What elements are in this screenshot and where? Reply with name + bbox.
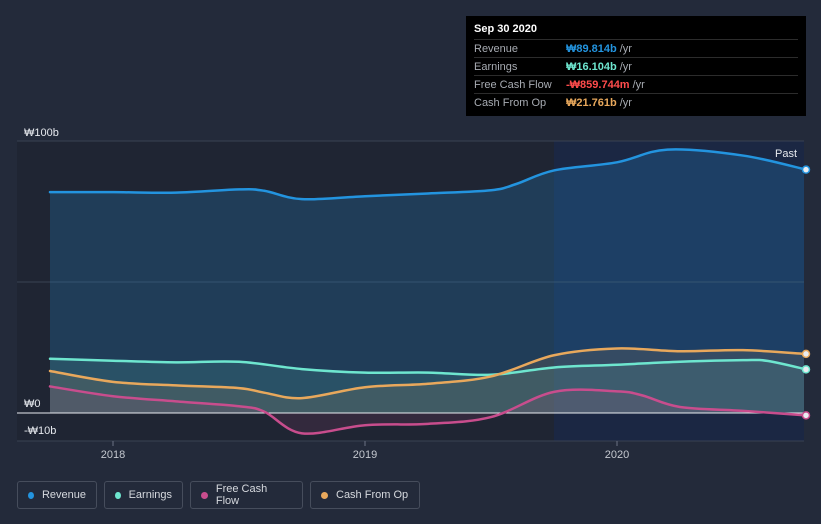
earnings-dot-icon bbox=[115, 491, 121, 499]
cash-from-op-endpoint[interactable] bbox=[801, 349, 811, 359]
revenue-dot-icon bbox=[28, 491, 34, 499]
past-label: Past bbox=[775, 148, 797, 160]
tooltip-label: Free Cash Flow bbox=[474, 78, 552, 91]
x-tick-label: 2020 bbox=[605, 449, 629, 461]
tooltip-row-cash-from-op: Cash From Op ₩21.761b /yr bbox=[474, 93, 798, 111]
legend-label: Revenue bbox=[41, 489, 86, 501]
tooltip-unit: /yr bbox=[619, 42, 632, 55]
legend-cash-from-op[interactable]: Cash From Op bbox=[310, 481, 420, 509]
revenue-area bbox=[50, 149, 804, 413]
earnings-area bbox=[50, 358, 804, 413]
earnings-line[interactable] bbox=[48, 357, 806, 377]
x-tick-label: 2018 bbox=[101, 449, 125, 461]
tooltip-date: Sep 30 2020 bbox=[474, 23, 537, 35]
revenue-line[interactable] bbox=[48, 148, 806, 201]
tooltip-row-revenue: Revenue ₩89.814b /yr bbox=[474, 39, 798, 57]
y-tick-label: ₩100b bbox=[24, 127, 59, 139]
tooltip-panel: Sep 30 2020 Revenue ₩89.814b /yr Earning… bbox=[466, 16, 806, 116]
legend-label: Cash From Op bbox=[336, 489, 409, 501]
cash-from-op-dot-icon bbox=[321, 491, 328, 499]
gridlines bbox=[17, 140, 804, 442]
cash-from-op-line[interactable] bbox=[48, 347, 806, 400]
tooltip-label: Revenue bbox=[474, 42, 519, 55]
legend-free-cash-flow[interactable]: Free Cash Flow bbox=[190, 481, 303, 509]
free-cash-flow-dot-icon bbox=[201, 491, 208, 499]
x-tick-label: 2019 bbox=[353, 449, 377, 461]
free-cash-flow-area bbox=[50, 386, 804, 434]
legend-label: Earnings bbox=[128, 489, 172, 501]
y-tick-label: -₩10b bbox=[24, 425, 56, 437]
free-cash-flow-line[interactable] bbox=[48, 385, 806, 435]
tooltip-value: ₩89.814b bbox=[566, 42, 617, 55]
free-cash-flow-endpoint[interactable] bbox=[801, 411, 811, 420]
tooltip-label: Earnings bbox=[474, 60, 518, 73]
revenue-endpoint[interactable] bbox=[801, 165, 811, 174]
tooltip-row-free-cash-flow: Free Cash Flow -₩859.744m /yr bbox=[474, 75, 798, 93]
legend-revenue[interactable]: Revenue bbox=[17, 481, 97, 509]
y-tick-label: ₩0 bbox=[24, 398, 41, 410]
legend-label: Free Cash Flow bbox=[215, 483, 268, 507]
tooltip-row-earnings: Earnings ₩16.104b /yr bbox=[474, 57, 798, 75]
tooltip-value: -₩859.744m bbox=[566, 78, 630, 91]
tooltip-value: ₩21.761b bbox=[566, 96, 617, 109]
tooltip-value: ₩16.104b bbox=[566, 60, 617, 73]
legend-earnings[interactable]: Earnings bbox=[104, 481, 183, 509]
earnings-endpoint[interactable] bbox=[801, 365, 811, 374]
tooltip-unit: /yr bbox=[619, 96, 632, 109]
tooltip-unit: /yr bbox=[632, 78, 645, 91]
tooltip-label: Cash From Op bbox=[474, 96, 547, 109]
tooltip-unit: /yr bbox=[619, 60, 632, 73]
